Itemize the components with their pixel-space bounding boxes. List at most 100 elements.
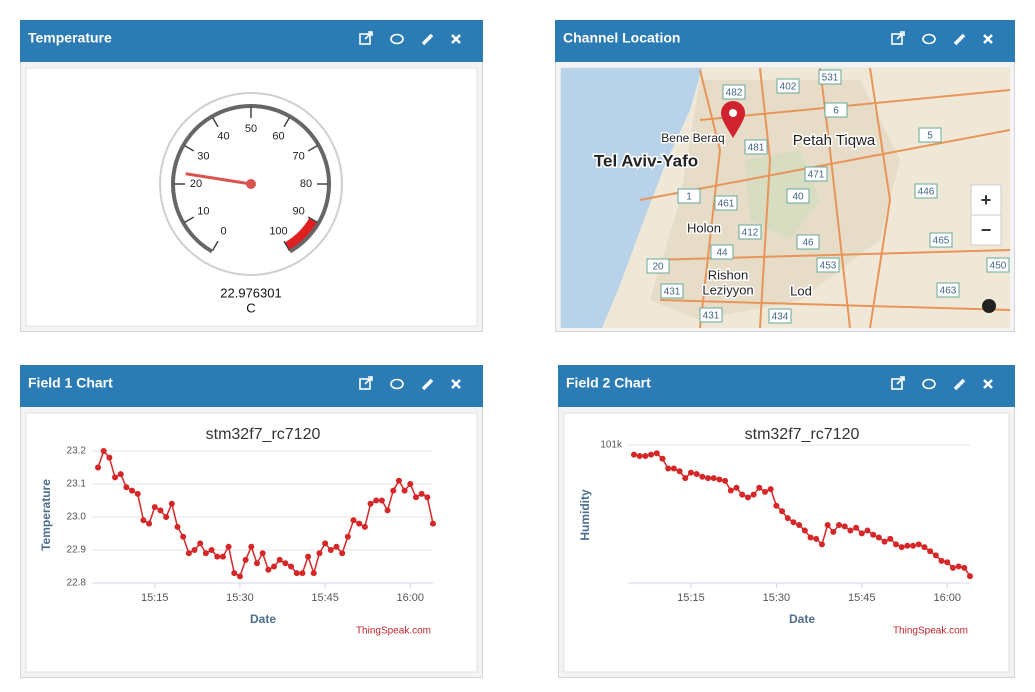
gauge-red-zone <box>284 217 318 251</box>
widget-title: Field 2 Chart <box>566 375 651 391</box>
open-button[interactable] <box>891 31 905 45</box>
gauge-tick <box>283 240 291 252</box>
road-shield <box>710 244 734 260</box>
map-road <box>699 89 1010 121</box>
comment-button[interactable] <box>922 33 936 45</box>
gauge-tick-label: 80 <box>300 178 312 190</box>
y-tick-label: 22.8 <box>67 578 87 589</box>
credits[interactable]: ThingSpeak.com <box>356 626 431 637</box>
button <box>970 184 1002 216</box>
data-point <box>95 464 101 471</box>
close-button[interactable] <box>983 379 993 389</box>
road-shield <box>816 257 840 273</box>
data-point <box>407 481 414 487</box>
data-point <box>197 540 204 547</box>
button-label: − <box>981 220 992 240</box>
data-point <box>271 563 278 570</box>
open-button[interactable] <box>359 376 373 390</box>
data-point <box>921 544 928 551</box>
road-shield <box>776 78 800 94</box>
data-point <box>870 531 877 538</box>
data-point <box>117 471 124 478</box>
data-point <box>424 494 431 501</box>
data-point <box>310 570 317 577</box>
icon <box>359 33 371 45</box>
edit-button[interactable] <box>421 378 434 391</box>
road-number: 434 <box>772 312 789 323</box>
data-point <box>853 524 860 531</box>
comment-button[interactable] <box>390 378 404 390</box>
icon <box>896 376 905 385</box>
widget-header <box>20 365 483 407</box>
road-number: 1 <box>686 192 692 203</box>
data-point <box>847 527 854 534</box>
data-point <box>185 550 192 557</box>
edit-button[interactable] <box>953 378 966 391</box>
road-shield <box>914 183 938 199</box>
road-shield <box>714 195 738 211</box>
open-button[interactable] <box>891 376 905 390</box>
y-axis-label: Humidity <box>578 489 592 541</box>
data-point <box>864 527 871 534</box>
data-point <box>316 550 323 557</box>
data-point <box>631 451 637 458</box>
data-point <box>112 474 119 481</box>
open-button[interactable] <box>359 31 373 45</box>
data-point <box>202 550 209 557</box>
data-point <box>276 556 283 563</box>
data-point <box>100 448 107 454</box>
road-number: 465 <box>933 236 950 247</box>
gauge-tick <box>211 116 219 128</box>
map[interactable]: 482 402 531 6 481 5 471 1 461 40 446 412 44 46 465 453 4… <box>561 68 1010 328</box>
close-button[interactable] <box>451 379 461 389</box>
gauge-hub <box>246 179 256 189</box>
road-shield <box>796 234 820 250</box>
icon <box>896 31 905 40</box>
map-road <box>649 249 1010 261</box>
zoom-out-button[interactable]: − <box>970 214 1002 246</box>
data-point <box>659 455 666 462</box>
data-point <box>705 475 712 482</box>
y-tick-label: 22.9 <box>67 545 87 556</box>
edit-button[interactable] <box>421 33 434 46</box>
data-point <box>636 453 643 460</box>
gauge-tick-label: 60 <box>272 130 284 142</box>
road-shield <box>744 139 768 155</box>
gauge-tick-label: 30 <box>197 150 209 162</box>
icon <box>451 34 461 44</box>
info-icon[interactable] <box>982 299 996 313</box>
data-point <box>915 541 922 548</box>
credits[interactable]: ThingSpeak.com <box>893 626 968 637</box>
data-point <box>367 500 374 507</box>
comment-button[interactable] <box>922 378 936 390</box>
comment-button[interactable] <box>390 33 404 45</box>
place-label: Holon <box>687 220 721 235</box>
data-point <box>836 522 843 529</box>
data-point <box>665 465 672 472</box>
road-shield <box>677 188 701 204</box>
gauge-tick-label: 50 <box>245 123 257 135</box>
data-point <box>750 491 757 498</box>
gauge-tick-label: 0 <box>220 226 226 238</box>
edit-button[interactable] <box>953 33 966 46</box>
gauge-unit: C <box>246 300 255 315</box>
close-button[interactable] <box>451 34 461 44</box>
data-point <box>910 542 917 549</box>
road-number: 431 <box>664 287 681 298</box>
map-sea <box>561 68 702 328</box>
close-button[interactable] <box>983 34 993 44</box>
road-number: 446 <box>918 187 935 198</box>
road-number: 463 <box>940 286 957 297</box>
data-point <box>744 494 751 501</box>
zoom-in-button[interactable]: + <box>970 184 1002 216</box>
road-number: 531 <box>822 73 839 84</box>
data-point <box>163 514 170 520</box>
data-point <box>225 543 232 550</box>
data-point <box>818 541 825 548</box>
gauge-tick <box>307 144 319 152</box>
road-number: 482 <box>726 88 743 99</box>
data-point <box>123 484 130 491</box>
road-shield <box>722 84 746 100</box>
data-point <box>305 553 312 560</box>
